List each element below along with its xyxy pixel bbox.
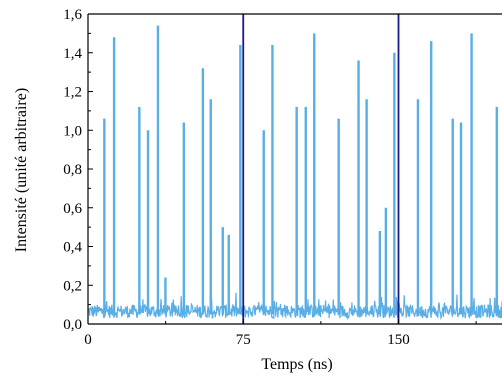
y-tick-labels: 0,0 0,2 0,4 0,6 0,8 1,0 1,2 1,4 1,6 (63, 7, 82, 333)
x-tick-label-1: 75 (236, 332, 251, 348)
noise-trace (88, 292, 502, 321)
x-tick-label-2: 150 (387, 332, 410, 348)
x-tick-labels: 0 75 150 (84, 332, 410, 348)
y-axis-title: Intensité (unité arbitraire) (13, 88, 30, 252)
reference-lines (242, 14, 400, 324)
axes (87, 13, 502, 325)
ticks (87, 13, 477, 325)
y-tick-label-2: 0,4 (63, 240, 82, 256)
y-tick-label-7: 1,4 (63, 46, 82, 62)
y-tick-label-0: 0,0 (63, 317, 82, 333)
peaks-series (103, 25, 499, 315)
y-tick-label-1: 0,2 (63, 278, 82, 294)
y-tick-label-8: 1,6 (63, 7, 82, 23)
x-tick-label-0: 0 (84, 332, 92, 348)
y-tick-label-3: 0,6 (63, 201, 82, 217)
y-tick-label-6: 1,2 (63, 85, 82, 101)
y-tick-label-4: 0,8 (63, 162, 82, 178)
x-axis-title: Temps (ns) (261, 356, 332, 373)
y-tick-label-5: 1,0 (63, 123, 82, 139)
noise-baseline (88, 292, 502, 321)
